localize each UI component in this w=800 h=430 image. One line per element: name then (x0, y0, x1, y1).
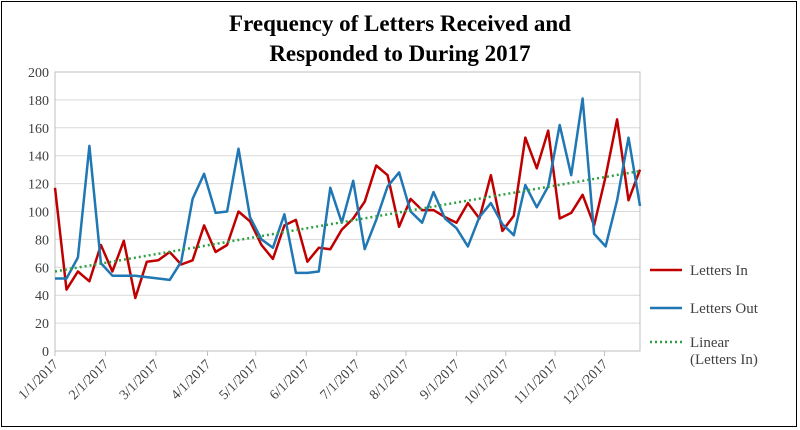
y-tick-label: 40 (35, 289, 49, 304)
y-axis-ticks: 0 20 40 60 80 100 120 140 160 180 200 (28, 66, 49, 360)
x-tick-label: 5/1/2017 (217, 357, 263, 403)
x-tick-label: 11/1/2017 (512, 357, 562, 407)
y-tick-label: 160 (28, 122, 49, 137)
legend-label: Linear (Letters In) (690, 335, 758, 368)
series-lines (53, 97, 642, 300)
x-tick-label: 10/1/2017 (462, 357, 513, 408)
legend-label: Letters Out (690, 301, 759, 317)
y-tick-label: 120 (28, 178, 49, 193)
y-tick-label: 0 (42, 345, 49, 360)
x-tick-label: 7/1/2017 (318, 357, 364, 403)
series-line-letters-in (53, 118, 642, 300)
plot-area (54, 71, 641, 352)
chart-title-line-1: Frequency of Letters Received and (229, 11, 571, 36)
y-tick-label: 80 (35, 233, 49, 248)
x-tick-label: 3/1/2017 (117, 357, 163, 403)
trendline-letters-in (54, 169, 641, 273)
x-tick-label: 4/1/2017 (169, 357, 215, 403)
y-tick-label: 180 (28, 94, 49, 109)
x-tick-label: 2/1/2017 (66, 357, 112, 403)
y-tick-label: 60 (35, 261, 49, 276)
series-line-letters-out (55, 97, 642, 282)
y-tick-label: 200 (28, 66, 49, 81)
x-tick-label: 1/1/2017 (16, 357, 62, 403)
x-tick-label: 6/1/2017 (267, 357, 313, 403)
legend: Letters In Letters Out Linear (Letters In) (650, 263, 759, 368)
x-axis-ticks: 1/1/2017 2/1/2017 3/1/2017 4/1/2017 5/1/2017… (16, 351, 611, 408)
x-tick-label: 8/1/2017 (367, 357, 413, 403)
y-tick-label: 20 (35, 317, 49, 332)
chart-title-line-2: Responded to During 2017 (269, 41, 531, 66)
x-tick-label: 9/1/2017 (417, 357, 463, 403)
gridlines (54, 71, 641, 352)
y-tick-label: 100 (28, 206, 49, 221)
y-tick-label: 140 (28, 150, 49, 165)
legend-label: Letters In (690, 263, 748, 279)
x-tick-label: 12/1/2017 (561, 357, 612, 408)
